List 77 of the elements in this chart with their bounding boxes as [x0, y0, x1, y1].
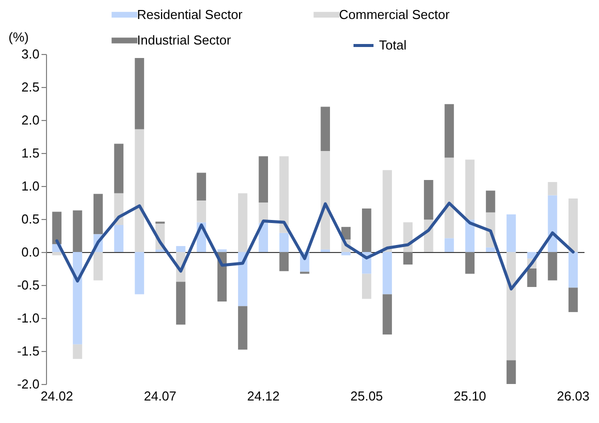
- bar: [114, 144, 124, 194]
- bar: [94, 194, 103, 234]
- x-tick-label: 26.03: [556, 388, 590, 404]
- bar: [506, 360, 516, 384]
- bar: [320, 249, 330, 252]
- bar: [382, 252, 392, 294]
- bar: [444, 104, 454, 158]
- bar: [506, 214, 516, 252]
- y-tick-label: -0.5: [17, 278, 40, 292]
- bar: [196, 172, 206, 201]
- bar: [486, 247, 496, 252]
- bar: [382, 294, 392, 334]
- bar: [568, 198, 578, 252]
- y-tick-label: 2.5: [21, 80, 40, 94]
- y-tick-label: 1.0: [21, 178, 40, 194]
- bar: [465, 160, 475, 220]
- y-tick-label: 1.5: [21, 146, 40, 160]
- bar: [465, 220, 475, 252]
- y-tick-label: -2.0: [17, 376, 40, 392]
- bar: [279, 252, 289, 272]
- y-axis-title: (%): [8, 30, 29, 44]
- y-tick-label: -1.0: [17, 310, 40, 326]
- y-tick-label: -1.5: [17, 344, 40, 358]
- x-tick-label: 24.07: [144, 388, 176, 404]
- bar: [362, 208, 372, 252]
- legend-label: Industrial Sector: [137, 32, 232, 48]
- bar: [217, 249, 227, 252]
- bar: [548, 252, 558, 280]
- y-tick-label: 0.0: [21, 244, 40, 260]
- line-series: [55, 202, 575, 290]
- bar: [94, 252, 103, 280]
- x-tick-label: 24.12: [247, 388, 280, 404]
- bar: [465, 252, 475, 274]
- bar: [506, 252, 516, 360]
- bar: [444, 158, 454, 238]
- bar: [444, 238, 454, 252]
- legend-label: Commercial Sector: [339, 6, 450, 22]
- bar: [72, 210, 82, 252]
- bar: [134, 129, 144, 252]
- y-tick-label: 0.5: [21, 212, 40, 226]
- y-tick-label: 3.0: [21, 46, 40, 62]
- bar: [568, 288, 578, 312]
- bar: [176, 246, 186, 252]
- bar: [568, 252, 578, 288]
- bar: [114, 224, 124, 252]
- legend-label: Residential Sector: [137, 6, 244, 22]
- bar: [486, 190, 496, 212]
- bar: [134, 252, 144, 294]
- bar: [362, 274, 372, 299]
- legend-label: Total: [379, 38, 407, 52]
- bar: [134, 58, 144, 130]
- bar: [341, 252, 351, 256]
- bar: [424, 180, 434, 220]
- bar: [155, 249, 165, 252]
- x-tick-label: 25.05: [350, 388, 383, 404]
- bar: [52, 252, 62, 256]
- bar: [52, 212, 62, 244]
- x-tick-label: 24.02: [40, 388, 74, 404]
- bar: [320, 151, 330, 250]
- bar: [72, 252, 82, 344]
- bar: [279, 156, 289, 233]
- bar: [527, 268, 536, 287]
- bar: [320, 106, 330, 152]
- bar: [238, 306, 248, 350]
- bar: [238, 252, 248, 306]
- bar: [196, 200, 206, 222]
- x-tick-label: 25.10: [454, 388, 486, 404]
- bar: [279, 232, 289, 252]
- bar: [382, 170, 392, 252]
- bar: [238, 193, 248, 252]
- bar: [548, 182, 558, 196]
- bar: [258, 222, 268, 252]
- bar: [176, 282, 186, 325]
- bar: [403, 252, 413, 265]
- y-tick-label: 2.0: [21, 112, 40, 128]
- bar: [72, 344, 82, 359]
- bar: [258, 156, 268, 202]
